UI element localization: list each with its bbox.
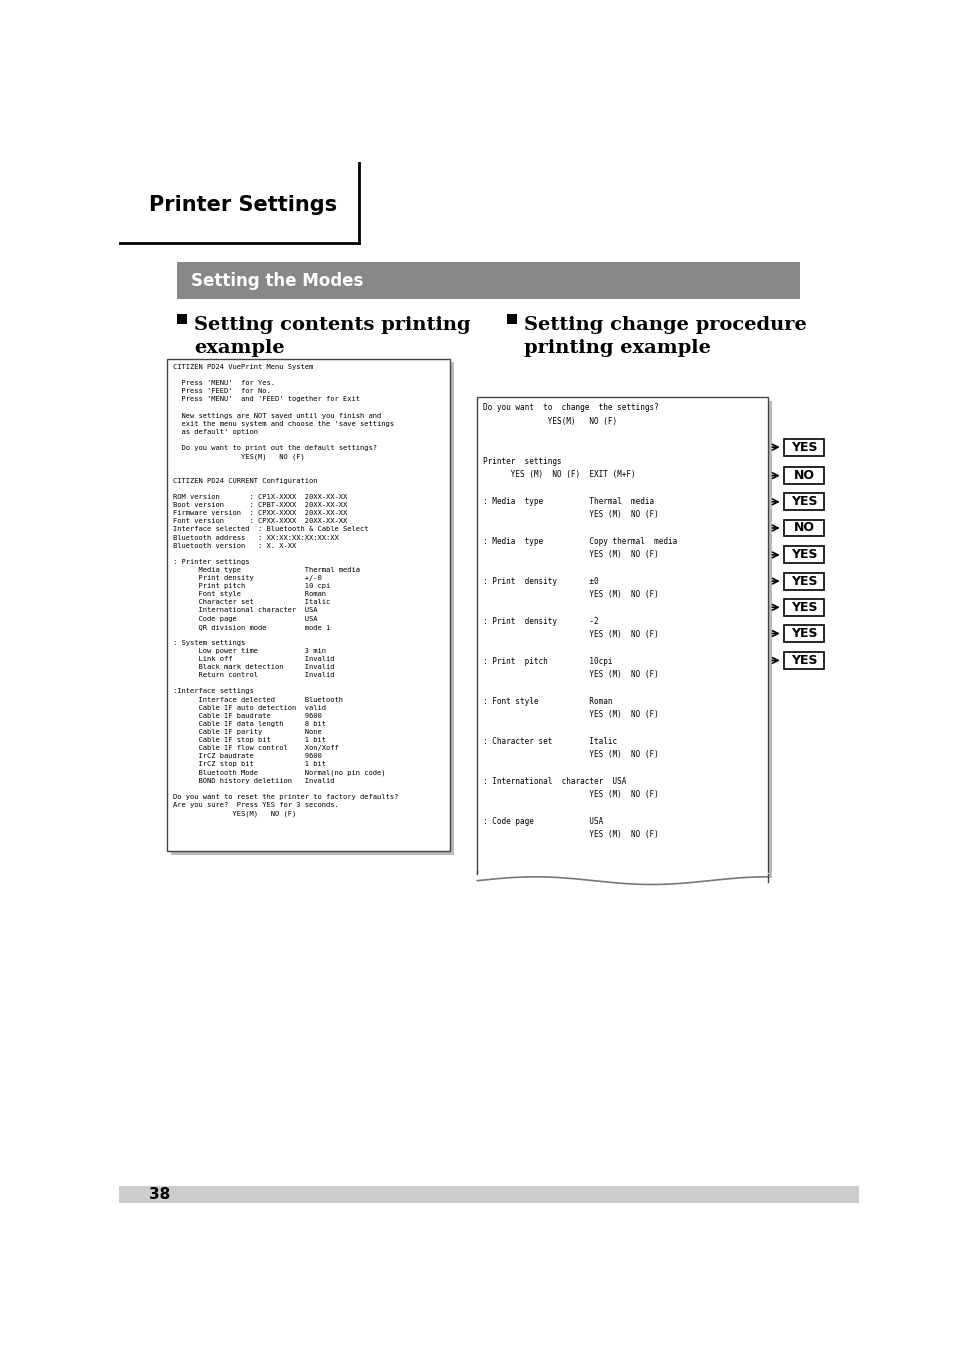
Text: YES: YES bbox=[790, 600, 817, 614]
Text: YES: YES bbox=[790, 654, 817, 667]
Bar bbox=[171, 362, 454, 856]
Text: YES: YES bbox=[790, 495, 817, 508]
Text: YES: YES bbox=[790, 441, 817, 454]
Text: Setting the Modes: Setting the Modes bbox=[191, 272, 362, 289]
Text: Setting contents printing
example: Setting contents printing example bbox=[194, 316, 471, 357]
Text: Printer Settings: Printer Settings bbox=[149, 195, 336, 215]
Bar bbox=[476, 397, 767, 875]
Bar bbox=[480, 402, 771, 879]
Text: NO: NO bbox=[793, 522, 814, 534]
Bar bbox=[783, 468, 823, 484]
Bar bbox=[783, 438, 823, 456]
Bar bbox=[177, 262, 800, 299]
Text: NO: NO bbox=[793, 469, 814, 483]
Text: Do you want  to  change  the settings?
              YES(M)   NO (F)


Printer  : Do you want to change the settings? YES(… bbox=[483, 403, 677, 840]
Bar bbox=[783, 652, 823, 669]
Bar bbox=[783, 599, 823, 615]
Bar bbox=[177, 314, 187, 324]
Bar bbox=[783, 546, 823, 564]
Text: YES: YES bbox=[790, 549, 817, 561]
Text: 38: 38 bbox=[149, 1187, 170, 1202]
Text: Setting change procedure
printing example: Setting change procedure printing exampl… bbox=[523, 316, 805, 357]
Bar bbox=[119, 1186, 858, 1203]
Text: YES: YES bbox=[790, 627, 817, 639]
Bar bbox=[167, 358, 450, 852]
Text: CITIZEN PD24 VuePrint Menu System

  Press 'MENU'  for Yes.
  Press 'FEED'  for : CITIZEN PD24 VuePrint Menu System Press … bbox=[172, 364, 397, 817]
Bar bbox=[783, 625, 823, 642]
Bar bbox=[119, 162, 359, 243]
Bar bbox=[783, 519, 823, 537]
Text: YES: YES bbox=[790, 575, 817, 588]
Bar bbox=[783, 573, 823, 589]
Bar bbox=[506, 314, 517, 324]
Bar bbox=[783, 493, 823, 510]
